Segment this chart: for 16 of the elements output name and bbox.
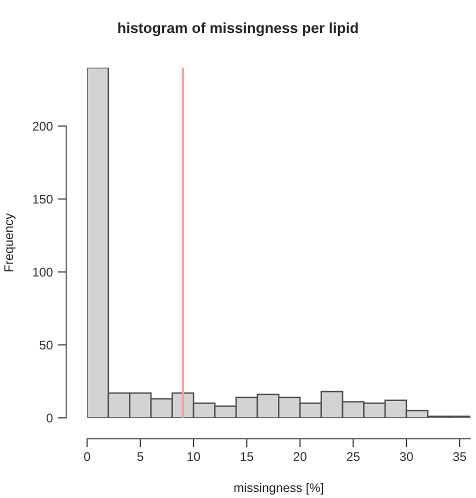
y-tick-label: 0 [46, 414, 53, 422]
x-tick-label: 25 [346, 452, 360, 462]
chart-title: histogram of missingness per lipid [118, 22, 358, 36]
y-tick-label: 150 [33, 194, 53, 204]
x-tick-label: 5 [137, 452, 144, 462]
x-axis-title: missingness [%] [234, 482, 323, 495]
x-tick-label: 35 [453, 452, 466, 462]
y-tick-label: 200 [32, 122, 53, 131]
x-tick-label: 20 [294, 452, 306, 462]
x-tick-label: 10 [188, 452, 200, 462]
x-tick-label: 30 [400, 452, 413, 462]
y-tick-label: 50 [40, 340, 53, 350]
y-axis-title: Frequency [4, 213, 16, 272]
y-tick-label: 100 [33, 268, 53, 277]
x-tick-label: 0 [84, 452, 90, 462]
x-tick-label: 15 [240, 452, 254, 462]
